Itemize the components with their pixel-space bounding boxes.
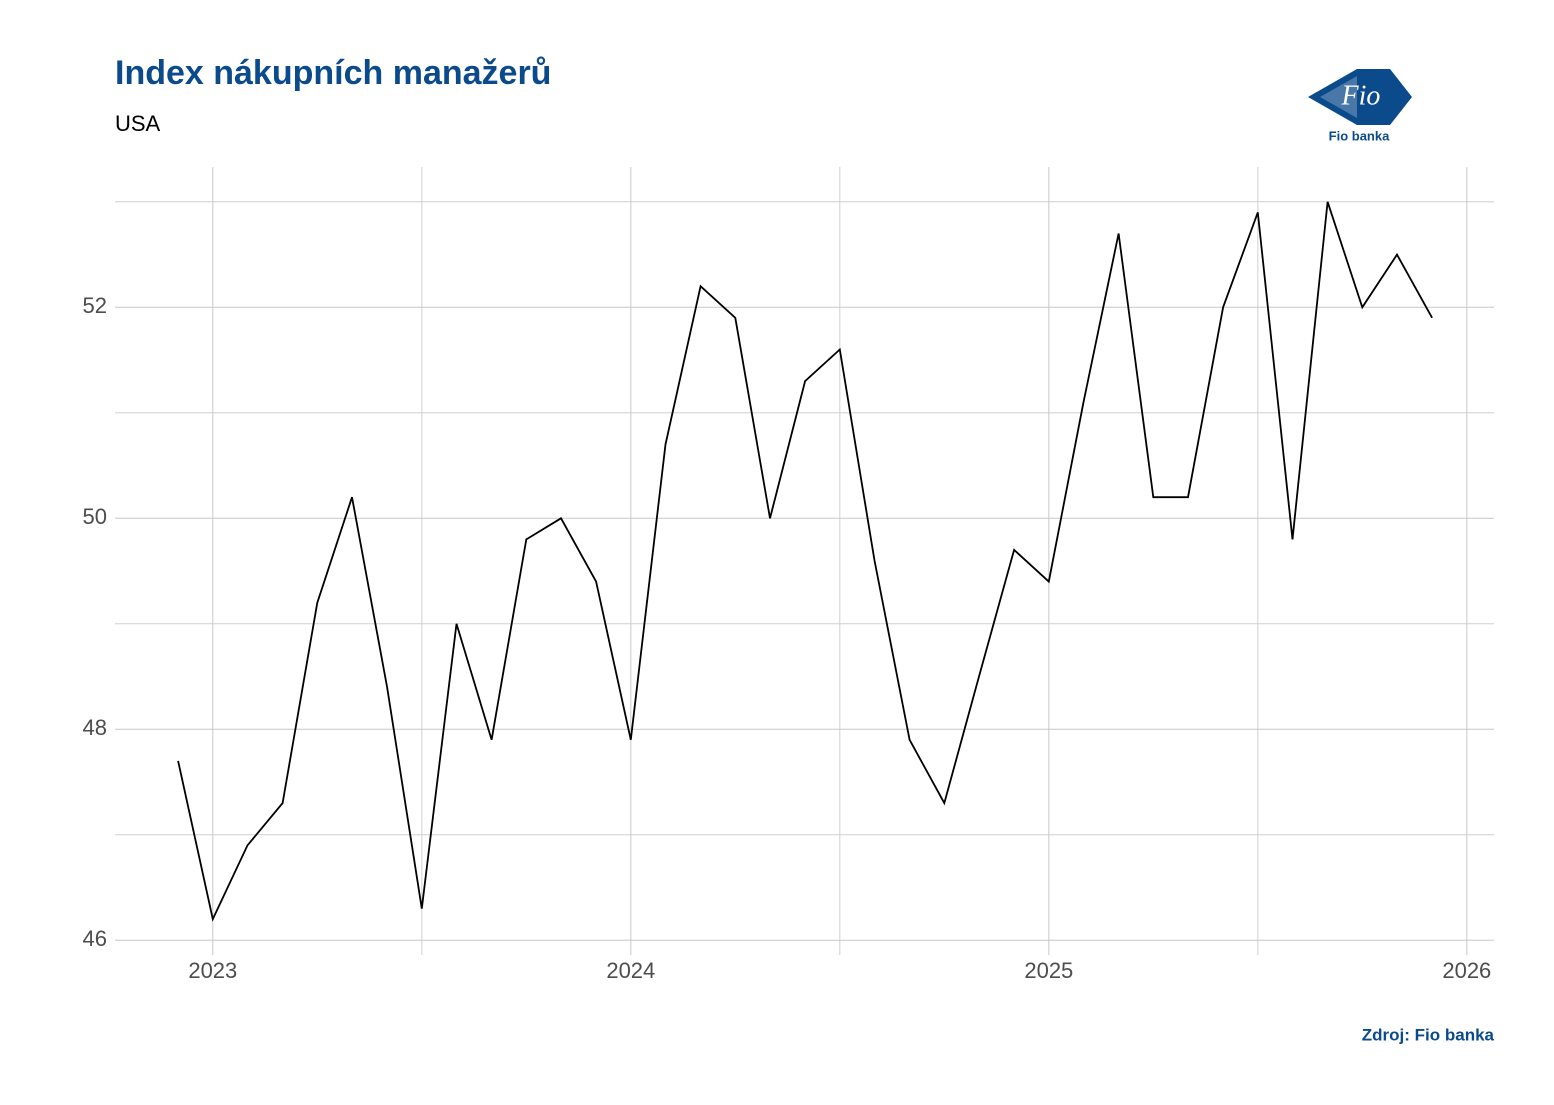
logo-facet xyxy=(1320,76,1357,118)
logo-caption: Fio banka xyxy=(1329,128,1390,143)
x-tick-label: 2024 xyxy=(606,958,655,983)
x-tick-label: 2023 xyxy=(188,958,237,983)
logo-shape xyxy=(1308,69,1412,125)
y-tick-label: 48 xyxy=(83,715,107,740)
y-tick-label: 50 xyxy=(83,504,107,529)
x-tick-label: 2026 xyxy=(1442,958,1491,983)
logo: Fio Fio banka xyxy=(1308,69,1412,143)
chart-title: Index nákupních manažerů xyxy=(115,54,551,92)
data-line xyxy=(177,201,1433,922)
y-tick-label: 52 xyxy=(83,293,107,318)
source: Zdroj: Fio banka xyxy=(1362,1025,1495,1044)
chart-subtitle: USA xyxy=(115,111,161,136)
y-tick-label: 46 xyxy=(83,926,107,951)
x-tick-label: 2025 xyxy=(1024,958,1073,983)
logo-text: Fio xyxy=(1341,80,1381,111)
